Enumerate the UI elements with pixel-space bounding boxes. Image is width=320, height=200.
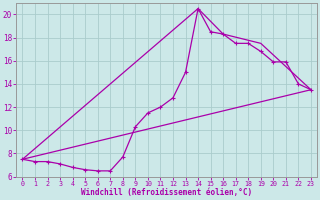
X-axis label: Windchill (Refroidissement éolien,°C): Windchill (Refroidissement éolien,°C): [81, 188, 252, 197]
